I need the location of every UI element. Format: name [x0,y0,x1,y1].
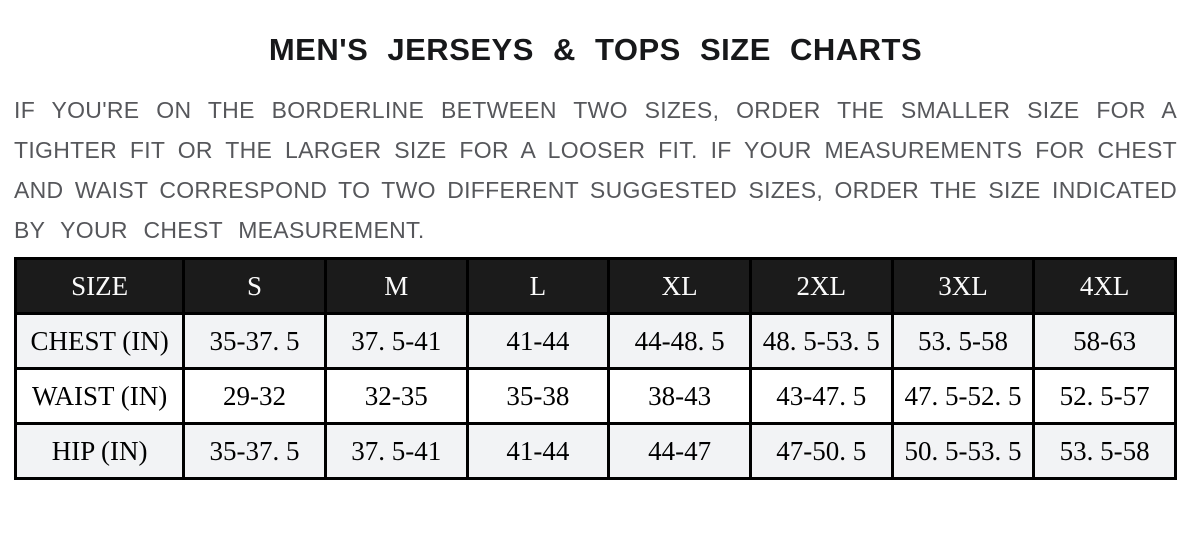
row-label-waist: WAIST (IN) [13,367,186,425]
column-header-s: S [182,257,327,315]
column-header-4xl: 4XL [1032,257,1177,315]
cell-hip-s: 35-37. 5 [182,422,327,480]
column-header-size: SIZE [13,257,186,315]
column-header-xl: XL [607,257,752,315]
cell-hip-4xl: 53. 5-58 [1032,422,1177,480]
column-header-m: M [323,257,469,315]
column-header-3xl: 3XL [890,257,1036,315]
row-label-hip: HIP (IN) [13,422,186,480]
cell-chest-m: 37. 5-41 [323,312,469,370]
cell-waist-l: 35-38 [465,367,611,425]
size-chart-table: SIZE S M L XL 2XL 3XL 4XL CHEST (IN) 35-… [13,257,1177,480]
cell-hip-2xl: 47-50. 5 [748,422,894,480]
cell-chest-s: 35-37. 5 [182,312,327,370]
cell-waist-xl: 38-43 [607,367,752,425]
table-header-row: SIZE S M L XL 2XL 3XL 4XL [13,257,1177,315]
cell-hip-3xl: 50. 5-53. 5 [890,422,1036,480]
cell-chest-4xl: 58-63 [1032,312,1177,370]
cell-waist-3xl: 47. 5-52. 5 [890,367,1036,425]
cell-waist-2xl: 43-47. 5 [748,367,894,425]
intro-line-1: IF YOU'RE ON THE BORDERLINE BETWEEN TWO … [14,97,1177,123]
size-chart-page: MEN'S JERSEYS & TOPS SIZE CHARTS IF YOU'… [0,32,1191,480]
cell-chest-3xl: 53. 5-58 [890,312,1036,370]
cell-hip-m: 37. 5-41 [323,422,469,480]
cell-chest-xl: 44-48. 5 [607,312,752,370]
cell-chest-2xl: 48. 5-53. 5 [748,312,894,370]
intro-line-4: BY YOUR CHEST MEASUREMENT. [14,217,425,243]
cell-waist-m: 32-35 [323,367,469,425]
column-header-l: L [465,257,611,315]
page-title: MEN'S JERSEYS & TOPS SIZE CHARTS [268,32,923,67]
cell-waist-4xl: 52. 5-57 [1032,367,1177,425]
column-header-2xl: 2XL [748,257,894,315]
cell-hip-xl: 44-47 [607,422,752,480]
row-label-chest: CHEST (IN) [13,312,186,370]
intro-line-3: AND WAIST CORRESPOND TO TWO DIFFERENT SU… [14,177,1177,203]
cell-hip-l: 41-44 [465,422,611,480]
cell-chest-l: 41-44 [465,312,611,370]
table-row-chest: CHEST (IN) 35-37. 5 37. 5-41 41-44 44-48… [13,312,1177,370]
table-row-hip: HIP (IN) 35-37. 5 37. 5-41 41-44 44-47 4… [13,422,1177,480]
intro-line-2: TIGHTER FIT OR THE LARGER SIZE FOR A LOO… [14,137,1177,163]
table-row-waist: WAIST (IN) 29-32 32-35 35-38 38-43 43-47… [13,367,1177,425]
intro-paragraph: IF YOU'RE ON THE BORDERLINE BETWEEN TWO … [14,90,1177,250]
cell-waist-s: 29-32 [182,367,327,425]
